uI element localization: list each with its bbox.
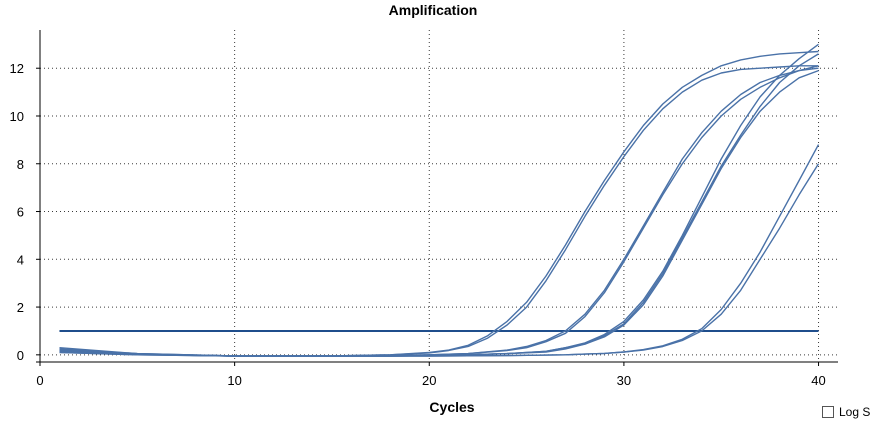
y-tick-label: 4 <box>17 252 24 267</box>
y-tick-label: 2 <box>17 300 24 315</box>
y-tick-label: 10 <box>10 109 24 124</box>
x-axis-label: Cycles <box>429 399 474 415</box>
series-line-8 <box>59 144 820 357</box>
series-line-6 <box>59 53 819 357</box>
series-line-3 <box>59 67 819 357</box>
axes-layer <box>36 30 838 366</box>
y-tick-label: 12 <box>10 61 24 76</box>
y-tick-label: 6 <box>17 205 24 220</box>
x-tick-label: 10 <box>227 373 241 388</box>
grid-lines <box>40 30 838 362</box>
y-tick-label: 0 <box>17 348 24 363</box>
x-tick-label: 30 <box>617 373 631 388</box>
log-scale-checkbox[interactable] <box>822 406 834 418</box>
log-scale-label: Log S <box>839 405 871 419</box>
x-tick-label: 40 <box>811 373 825 388</box>
series-line-4 <box>59 65 819 357</box>
series-line-9 <box>59 163 820 357</box>
series-layer <box>59 43 820 357</box>
y-tick-label: 8 <box>17 157 24 172</box>
series-line-1 <box>59 50 819 357</box>
log-scale-toggle[interactable]: Log S <box>822 403 875 421</box>
x-tick-label: 0 <box>36 373 43 388</box>
x-tick-label: 20 <box>422 373 436 388</box>
series-line-7 <box>59 69 819 357</box>
chart-title: Amplification <box>389 2 478 18</box>
series-line-2 <box>59 65 819 357</box>
tick-layer: 0 10 20 30 40 0 2 4 6 8 10 12 <box>10 61 826 388</box>
